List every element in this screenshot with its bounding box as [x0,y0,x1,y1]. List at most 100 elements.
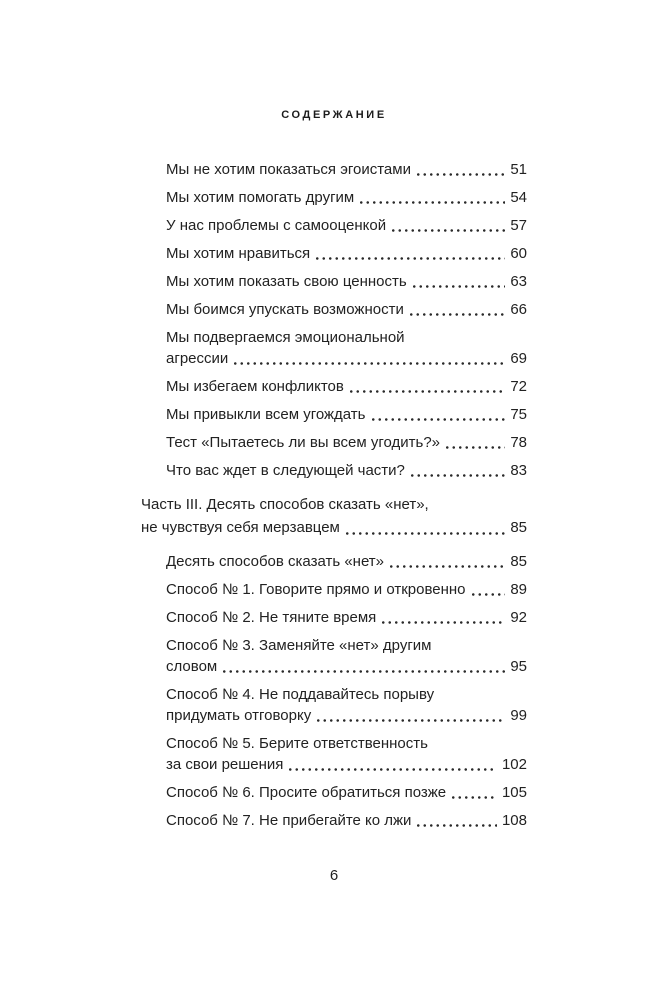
dot-leader [410,285,506,288]
page-number: 102 [501,756,527,773]
entry-text: Способ № 6. Просите обратиться позже [166,784,447,801]
toc-entry: Мы подвергаемся эмоциональной агрессии 69 [141,327,527,369]
page-number: 60 [510,245,527,262]
dot-leader [380,621,506,624]
entry-last-line: Что вас ждет в следующей части? 83 [166,460,527,481]
entry-text: Способ № 1. Говорите прямо и откровенно [166,581,466,598]
entry-text: за свои решения [166,756,284,773]
page-number: 85 [510,519,527,536]
page-number: 66 [510,301,527,318]
entry-text: Мы хотим помогать другим [166,189,355,206]
entry-text: Мы избегаем конфликтов [166,378,344,395]
toc-entry: Способ № 1. Говорите прямо и откровенно 8… [141,579,527,600]
dot-leader [221,670,506,673]
page-number: 78 [510,434,527,451]
entry-text: Мы привыкли всем угождать [166,406,366,423]
toc-entry: У нас проблемы с самооценкой 57 [141,215,527,236]
entry-last-line: Способ № 7. Не прибегайте ко лжи 108 [166,810,527,831]
page-number: 105 [501,784,527,801]
entry-last-line: Мы боимся упускать возможности 66 [166,299,527,320]
toc-entry: Мы боимся упускать возможности 66 [141,299,527,320]
dot-leader [390,229,506,232]
entry-line: Способ № 3. Заменяйте «нет» другим [166,637,432,654]
entry-last-line: Тест «Пытаетесь ли вы всем угодить?» 78 [166,432,527,453]
entry-last-line: У нас проблемы с самооценкой 57 [166,215,527,236]
dot-leader [450,796,497,799]
toc-entry: Мы хотим помогать другим 54 [141,187,527,208]
page-number: 95 [510,658,527,675]
entry-last-line: Мы не хотим показаться эгоистами 51 [166,159,527,180]
toc-title: СОДЕРЖАНИЕ [281,109,387,121]
dot-leader [407,313,506,316]
entry-last-line: Десять способов сказать «нет» 85 [166,551,527,572]
dot-leader [469,593,506,596]
entry-last-line: Мы хотим нравиться 60 [166,243,527,264]
page-number: 69 [510,350,527,367]
entry-last-line: придумать отговорку 99 [166,705,527,726]
page-number: 72 [510,378,527,395]
entry-line: Часть III. Десять способов сказать «нет»… [141,496,429,513]
page-number: 108 [501,812,527,829]
entry-text: не чувствуя себя мерзавцем [141,519,340,536]
page-number: 54 [510,189,527,206]
entry-last-line: Мы привыкли всем угождать 75 [166,404,527,425]
dot-leader [414,173,506,176]
entry-text: Десять способов сказать «нет» [166,553,385,570]
entry-last-line: Способ № 1. Говорите прямо и откровенно 8… [166,579,527,600]
dot-leader [408,474,506,477]
entry-text: Тест «Пытаетесь ли вы всем угодить?» [166,434,441,451]
dot-leader [415,824,497,827]
entry-last-line: за свои решения 102 [166,754,527,775]
page-number: 57 [510,217,527,234]
page-number: 99 [510,707,527,724]
entry-text: Мы не хотим показаться эгоистами [166,161,411,178]
entry-last-line: Способ № 6. Просите обратиться позже 105 [166,782,527,803]
entry-last-line: Мы хотим помогать другим 54 [166,187,527,208]
entry-text: Способ № 2. Не тяните время [166,609,377,626]
toc-entry: Мы привыкли всем угождать 75 [141,404,527,425]
toc-entry: Способ № 5. Берите ответственность за сво… [141,733,527,775]
dot-leader [287,768,497,771]
dot-leader [358,201,506,204]
toc-entry: Способ № 4. Не поддавайтесь порыву придум… [141,684,527,726]
entry-text: Мы боимся упускать возможности [166,301,404,318]
entry-text: Мы хотим показать свою ценность [166,273,407,290]
page-number: 89 [510,581,527,598]
toc-entry: Что вас ждет в следующей части? 83 [141,460,527,481]
dot-leader [444,446,506,449]
entry-line: Способ № 5. Берите ответственность [166,735,428,752]
page-number: 75 [510,406,527,423]
dot-leader [369,418,506,421]
page-number: 85 [510,553,527,570]
dot-leader [343,532,506,535]
entry-last-line: словом 95 [166,656,527,677]
entry-text: придумать отговорку [166,707,312,724]
dot-leader [315,719,506,722]
entry-text: агрессии [166,350,229,367]
entry-line: Способ № 4. Не поддавайтесь порыву [166,686,435,703]
dot-leader [388,565,506,568]
toc: Мы не хотим показаться эгоистами 51 Мы хот… [141,159,527,838]
entry-last-line: Мы избегаем конфликтов 72 [166,376,527,397]
page-number: 63 [510,273,527,290]
entry-line: Мы подвергаемся эмоциональной [166,329,405,346]
page-number: 51 [510,161,527,178]
entry-text: Способ № 7. Не прибегайте ко лжи [166,812,412,829]
entry-text: У нас проблемы с самооценкой [166,217,387,234]
dot-leader [232,362,506,365]
entry-last-line: Мы хотим показать свою ценность 63 [166,271,527,292]
toc-entry: Способ № 3. Заменяйте «нет» другим словом… [141,635,527,677]
folio-page-number: 6 [329,867,339,884]
toc-entry: Способ № 2. Не тяните время 92 [141,607,527,628]
toc-entry: Десять способов сказать «нет» 85 [141,551,527,572]
entry-text: словом [166,658,218,675]
entry-text: Мы хотим нравиться [166,245,311,262]
page-number: 83 [510,462,527,479]
toc-entry: Мы избегаем конфликтов 72 [141,376,527,397]
page-number: 92 [510,609,527,626]
entry-last-line: не чувствуя себя мерзавцем 85 [141,516,527,539]
toc-entry: Способ № 6. Просите обратиться позже 105 [141,782,527,803]
toc-entry: Способ № 7. Не прибегайте ко лжи 108 [141,810,527,831]
toc-entry: Мы не хотим показаться эгоистами 51 [141,159,527,180]
